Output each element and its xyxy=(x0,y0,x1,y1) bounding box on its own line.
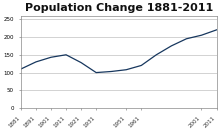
Title: Population Change 1881-2011: Population Change 1881-2011 xyxy=(25,3,213,13)
